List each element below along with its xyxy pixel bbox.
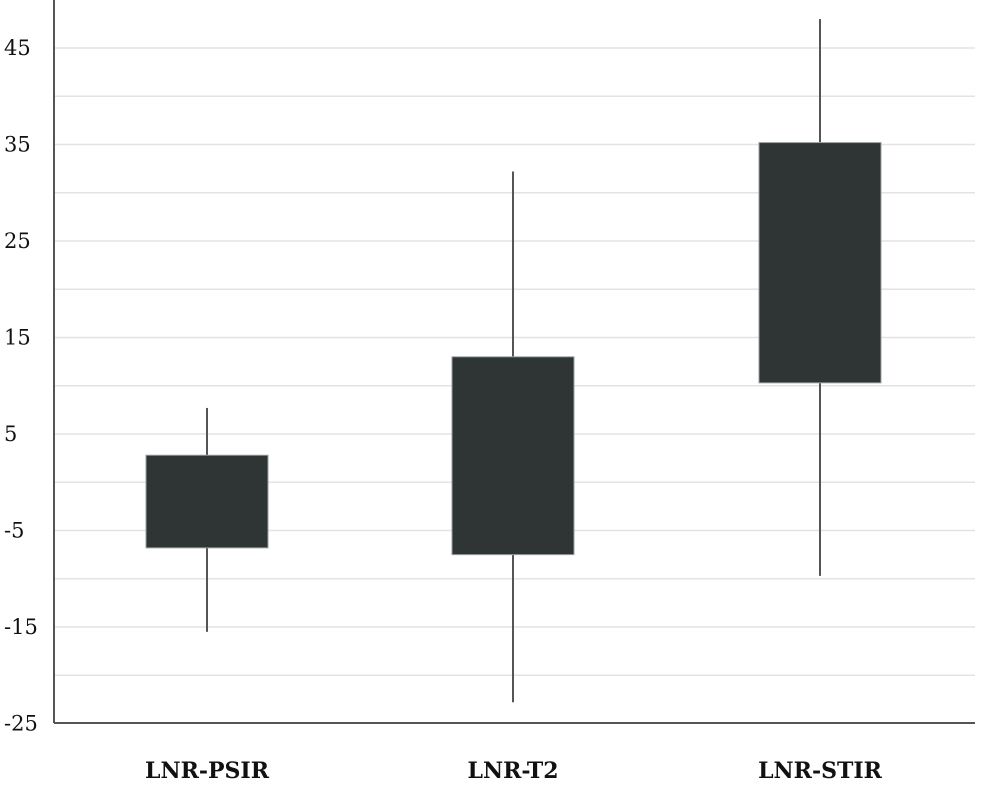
y-tick-label: 45 [4,36,31,60]
y-tick-labels: -25 -15 -5 5 15 25 35 45 [4,36,38,736]
y-tick-label: 15 [4,326,31,350]
box-iqr [758,142,882,384]
box-group [758,19,882,576]
category-label: LNR-PSIR [145,758,270,784]
category-labels: LNR-PSIR LNR-T2 LNR-STIR [145,758,883,784]
box-iqr [451,356,575,556]
y-tick-label: -5 [4,519,24,543]
box-group [145,407,269,632]
boxes [145,19,882,703]
axes [53,0,975,724]
category-label: LNR-STIR [758,758,883,784]
box-iqr [145,454,269,549]
y-tick-label: -25 [4,712,38,736]
y-tick-label: 5 [4,422,17,446]
y-tick-label: -15 [4,615,38,639]
y-tick-label: 35 [4,133,31,157]
y-tick-label: 25 [4,229,31,253]
category-label: LNR-T2 [467,758,558,784]
box-group [451,171,575,703]
